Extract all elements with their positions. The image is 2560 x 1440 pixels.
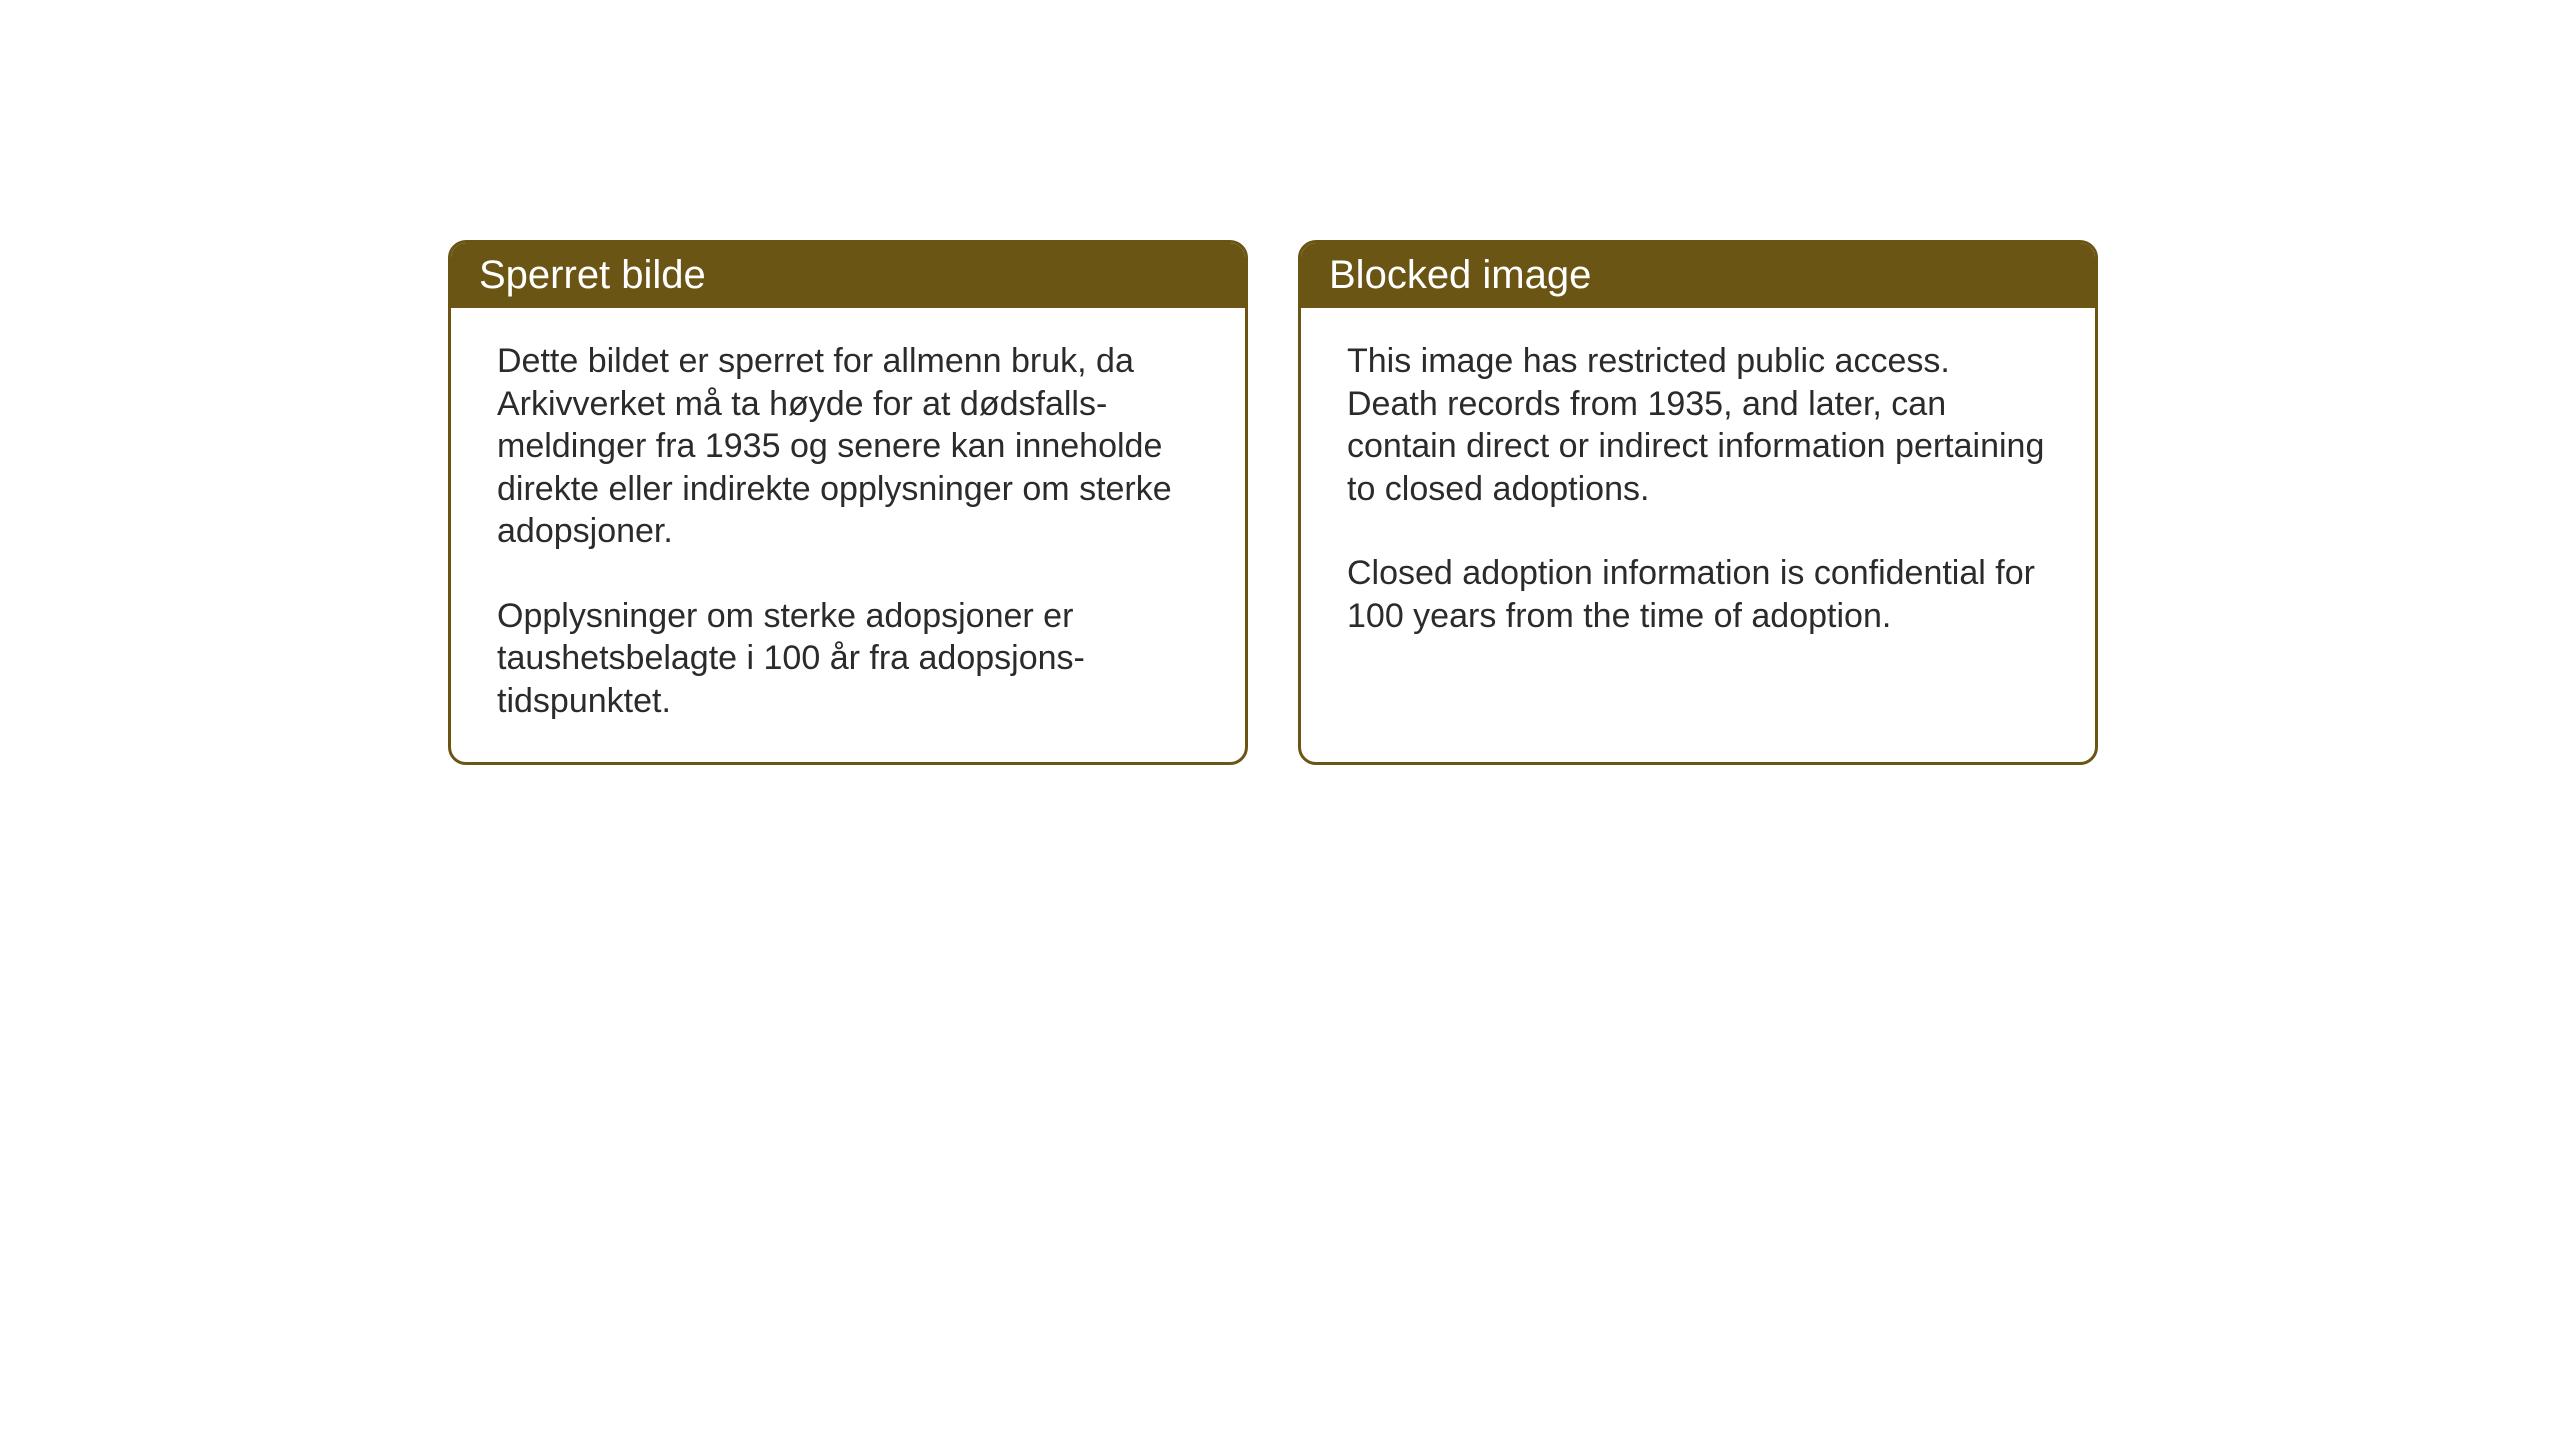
notice-body-english: This image has restricted public access.…: [1301, 308, 2095, 737]
notice-card-english: Blocked image This image has restricted …: [1298, 240, 2098, 765]
notice-container: Sperret bilde Dette bildet er sperret fo…: [448, 240, 2098, 765]
notice-card-norwegian: Sperret bilde Dette bildet er sperret fo…: [448, 240, 1248, 765]
notice-header-norwegian: Sperret bilde: [451, 243, 1245, 308]
notice-paragraph-1-english: This image has restricted public access.…: [1347, 340, 2049, 510]
notice-body-norwegian: Dette bildet er sperret for allmenn bruk…: [451, 308, 1245, 762]
notice-header-english: Blocked image: [1301, 243, 2095, 308]
notice-paragraph-1-norwegian: Dette bildet er sperret for allmenn bruk…: [497, 340, 1199, 553]
notice-paragraph-2-norwegian: Opplysninger om sterke adopsjoner er tau…: [497, 595, 1199, 723]
notice-paragraph-2-english: Closed adoption information is confident…: [1347, 552, 2049, 637]
